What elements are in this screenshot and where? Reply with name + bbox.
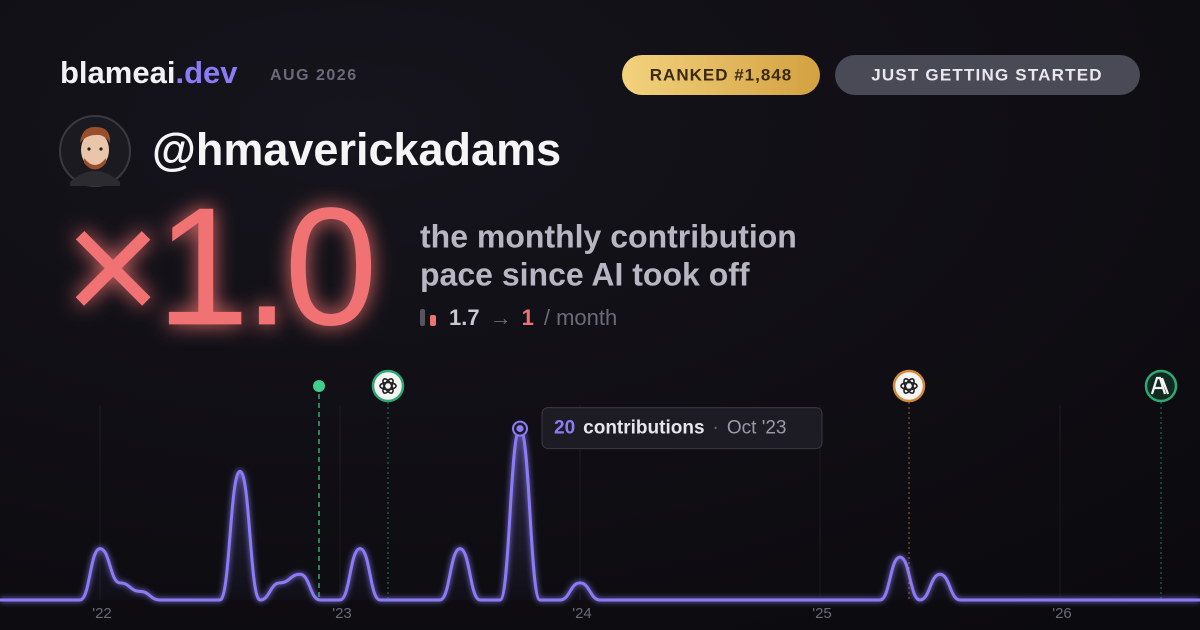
x-tick-label: '25 [812, 605, 832, 622]
description: the monthly contribution [420, 218, 797, 254]
brand: blameai.dev [60, 55, 238, 90]
pace-icon [430, 315, 436, 326]
event-markers [313, 369, 1178, 600]
pace-icon [420, 309, 425, 326]
x-tick-label: '23 [332, 605, 352, 622]
status-badge [835, 55, 1140, 95]
rank-text: RANKED #1,848 [650, 65, 792, 84]
x-tick-label: '26 [1052, 605, 1072, 622]
handle: @hmaverickadams [152, 124, 561, 175]
chart: '22 '23 '24 '25 '26 20 contributions · Oct '23 [0, 405, 1200, 622]
brand-tld: .dev [175, 55, 238, 90]
date: AUG 2026 [270, 67, 358, 84]
tooltip-value: 20 [554, 418, 575, 439]
description: pace since AI took off [420, 256, 750, 292]
rank-badge [622, 55, 820, 95]
multiplier: ×1.0 [64, 172, 372, 360]
tooltip-label: contributions [583, 418, 704, 439]
tooltip [541, 407, 823, 450]
brand-name: blameai [60, 55, 175, 90]
pace: 1.7 → 1 / month [449, 305, 617, 330]
pace-before: 1.7 [449, 305, 480, 330]
pace-arrow: → [490, 305, 512, 330]
x-tick-label: '22 [92, 605, 112, 622]
avatar [59, 115, 131, 187]
pace-after: 1 [522, 305, 534, 330]
tooltip-separator: · [713, 418, 719, 439]
peak-dot [516, 425, 524, 433]
tooltip-date: Oct '23 [727, 418, 787, 439]
status-text: JUST GETTING STARTED [871, 65, 1102, 84]
x-tick-label: '24 [572, 605, 592, 622]
line [0, 427, 1200, 602]
pace-unit: / month [544, 305, 617, 330]
tooltip-text: 20 contributions · Oct '23 [554, 418, 786, 439]
